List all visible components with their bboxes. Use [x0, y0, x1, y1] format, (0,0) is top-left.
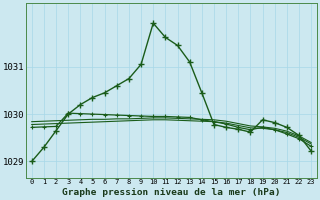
X-axis label: Graphe pression niveau de la mer (hPa): Graphe pression niveau de la mer (hPa) — [62, 188, 281, 197]
